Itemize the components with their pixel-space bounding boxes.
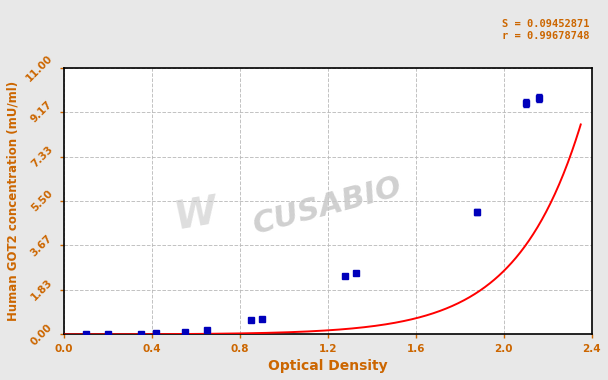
- Text: S = 0.09452871
r = 0.99678748: S = 0.09452871 r = 0.99678748: [502, 19, 590, 41]
- X-axis label: Optical Density: Optical Density: [268, 359, 387, 373]
- Text: W: W: [171, 192, 220, 237]
- Text: CUSABIO: CUSABIO: [250, 173, 406, 240]
- Y-axis label: Human GOT2 concentration (mU/ml): Human GOT2 concentration (mU/ml): [7, 81, 20, 321]
